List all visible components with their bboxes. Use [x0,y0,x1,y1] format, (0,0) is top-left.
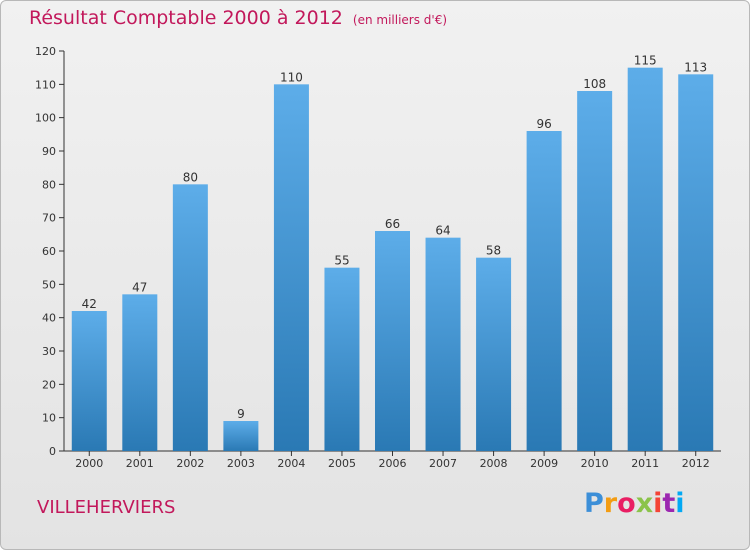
proxiti-logo: Proxiti [584,488,685,519]
y-tick-label: 60 [42,245,56,258]
bar [172,184,208,452]
data-label: 115 [634,54,657,68]
y-tick-label: 40 [42,312,56,325]
logo-letter: o [617,488,636,519]
x-tick-label: 2002 [176,457,204,470]
bar [122,294,158,451]
x-tick-label: 2006 [379,457,407,470]
x-tick-label: 2008 [480,457,508,470]
y-tick-label: 50 [42,278,56,291]
y-tick-label: 90 [42,145,56,158]
bar [273,84,309,451]
bar [375,231,410,451]
location-name: VILLEHERVIERS [37,497,176,518]
x-tick-label: 2010 [581,457,609,470]
chart-title-text: Résultat Comptable 2000 à 2012 [29,7,343,29]
bar [476,257,512,451]
data-label: 64 [435,224,450,238]
x-tick-label: 2009 [530,457,558,470]
y-tick-label: 70 [42,212,56,225]
bar [678,74,714,451]
y-tick-label: 10 [42,412,56,425]
bar [577,91,613,451]
logo-letter: x [635,488,654,519]
x-tick-label: 2011 [631,457,659,470]
x-tick-label: 2003 [227,457,255,470]
y-tick-label: 30 [42,345,56,358]
bar [71,311,107,451]
bar [526,131,562,451]
x-tick-label: 2001 [126,457,154,470]
data-label: 113 [684,60,707,74]
logo-letter: r [603,488,618,519]
chart-title: Résultat Comptable 2000 à 2012 (en millie… [29,7,447,29]
chart-subtitle: (en milliers d'€) [352,13,448,27]
logo-letter: i [653,488,663,519]
y-tick-label: 80 [42,178,56,191]
bar [223,421,259,451]
logo-letter: t [662,488,676,519]
data-label: 47 [132,280,147,294]
bar [324,267,360,451]
x-tick-label: 2007 [429,457,457,470]
data-label: 58 [486,244,501,258]
data-label: 42 [82,297,97,311]
logo-letter: i [675,488,685,519]
data-label: 80 [183,170,198,184]
y-tick-label: 100 [35,112,56,125]
data-label: 9 [237,407,245,421]
chart-bars: 42 47 80 9 110 55 66 64 58 96 108 115 113 [71,54,714,452]
y-tick-label: 110 [35,78,56,91]
bar [425,237,461,451]
data-label: 110 [280,70,303,84]
data-label: 108 [583,77,606,91]
y-tick-label: 20 [42,378,56,391]
data-label: 55 [334,254,349,268]
x-tick-label: 2005 [328,457,356,470]
data-label: 66 [385,217,400,231]
y-tick-label: 0 [49,445,56,458]
x-tick-label: 2004 [277,457,305,470]
y-tick-label: 120 [35,45,56,58]
data-label: 96 [536,117,551,131]
logo-letter: P [584,488,604,519]
x-tick-label: 2012 [682,457,710,470]
x-tick-label: 2000 [75,457,103,470]
bar [627,67,663,452]
